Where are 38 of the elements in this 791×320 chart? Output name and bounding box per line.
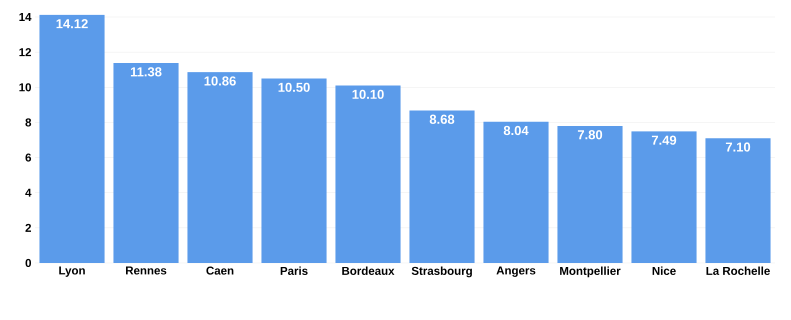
data-label: 7.49 (652, 136, 676, 145)
bar (113, 63, 179, 263)
data-label: 10.50 (278, 82, 310, 92)
x-tick-label: Angers (496, 266, 536, 277)
data-label: 8.04 (504, 126, 529, 136)
y-tick-label: 0 (26, 258, 32, 268)
y-tick-label: 4 (25, 188, 32, 197)
x-tick-label: Nice (652, 266, 676, 275)
x-tick-label: Montpellier (560, 266, 620, 278)
x-tick-label: Rennes (126, 266, 166, 275)
y-tick-label: 12 (19, 48, 32, 56)
bar (705, 138, 771, 263)
x-tick-label: La Rochelle (706, 266, 770, 275)
bar (409, 110, 475, 263)
bar (631, 131, 697, 263)
data-label: 7.80 (578, 130, 602, 140)
bar (483, 122, 549, 263)
bar (187, 72, 253, 263)
x-tick-label: Lyon (59, 266, 85, 277)
bar (557, 126, 623, 263)
data-label: 8.68 (430, 114, 454, 124)
bar (39, 14, 105, 263)
y-tick-label: 14 (19, 13, 32, 21)
data-label: 10.10 (352, 90, 384, 99)
x-tick-label: Bordeaux (342, 266, 394, 275)
y-tick-label: 2 (25, 224, 32, 232)
x-tick-label: Strasbourg (412, 266, 472, 278)
bar (335, 86, 401, 263)
y-tick-label: 6 (26, 153, 32, 162)
x-tick-label: Caen (206, 266, 234, 275)
x-tick-label: Paris (280, 266, 308, 275)
data-label: 14.12 (56, 19, 88, 28)
data-label: 10.86 (204, 76, 236, 86)
data-label: 11.38 (130, 67, 162, 76)
data-label: 7.10 (726, 142, 750, 152)
bar (261, 78, 327, 263)
y-tick-label: 10 (19, 83, 32, 92)
y-tick-label: 8 (25, 118, 32, 126)
